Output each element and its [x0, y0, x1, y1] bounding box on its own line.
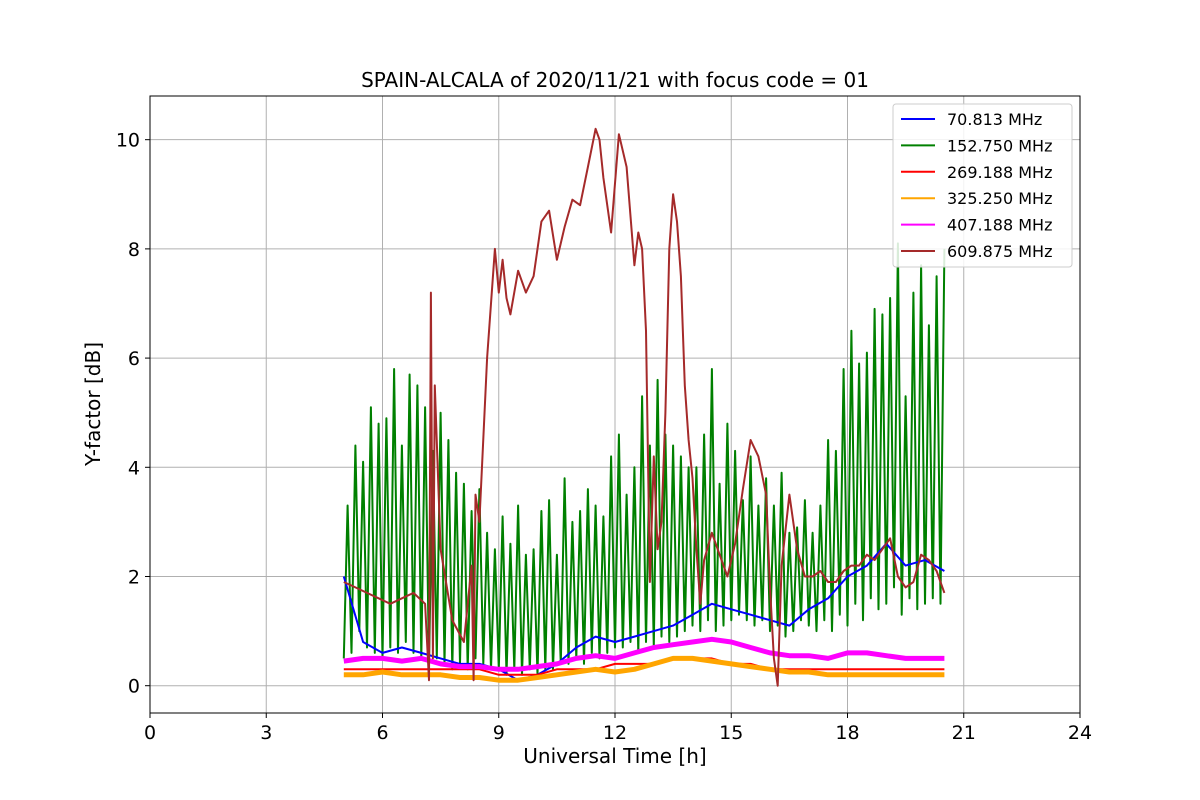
series-line — [343, 636, 945, 672]
y-tick-label: 6 — [128, 348, 140, 370]
legend-label: 70.813 MHz — [947, 110, 1042, 129]
x-axis-label: Universal Time [h] — [523, 744, 706, 768]
x-tick-label: 6 — [376, 722, 388, 744]
x-tick-label: 3 — [260, 722, 272, 744]
legend-label: 407.188 MHz — [947, 216, 1052, 235]
x-tick-label: 24 — [1068, 722, 1092, 744]
x-tick-label: 18 — [835, 722, 859, 744]
y-tick-label: 0 — [128, 676, 140, 698]
series-lines — [342, 127, 946, 687]
series-line — [343, 657, 945, 676]
y-axis-label: Y-factor [dB] — [81, 342, 105, 467]
series-line — [343, 655, 945, 683]
y-tick-label: 8 — [128, 239, 140, 261]
y-tick-label: 10 — [116, 130, 140, 152]
x-tick-label: 9 — [493, 722, 505, 744]
legend: 70.813 MHz 152.750 MHz 269.188 MHz 325.250 … — [892, 103, 1073, 268]
chart-title: SPAIN-ALCALA of 2020/11/21 with focus co… — [361, 68, 869, 92]
legend-box — [892, 103, 1073, 268]
legend-label: 325.250 MHz — [947, 189, 1052, 208]
x-tick-label: 15 — [719, 722, 743, 744]
legend-label: 609.875 MHz — [947, 242, 1052, 261]
x-tick-label: 12 — [603, 722, 627, 744]
legend-label: 269.188 MHz — [947, 163, 1052, 182]
x-tick-label: 0 — [144, 722, 156, 744]
y-tick-label: 2 — [128, 566, 140, 588]
legend-label: 152.750 MHz — [947, 136, 1052, 155]
series-line — [342, 242, 946, 676]
y-tick-label: 4 — [128, 457, 140, 479]
x-tick-label: 21 — [952, 722, 976, 744]
series-line — [343, 127, 946, 687]
series-line — [342, 542, 945, 682]
